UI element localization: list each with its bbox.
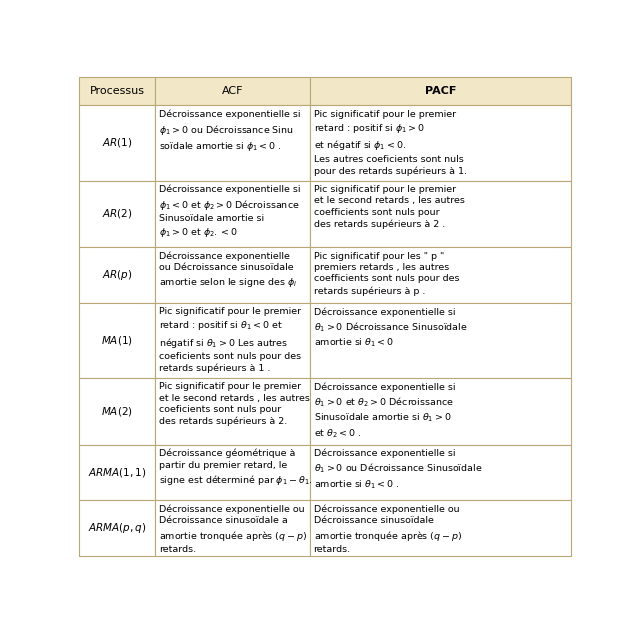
Bar [310, 303, 571, 378]
Text: Décroissance exponentielle si
$\phi_1 > 0$ ou Décroissance Sinu
soïdale amortie : Décroissance exponentielle si $\phi_1 > … [159, 110, 301, 153]
Bar [155, 378, 310, 444]
Bar [155, 105, 310, 180]
Text: Pic significatif pour le premier
et le second retards , les autres
coeficients s: Pic significatif pour le premier et le s… [159, 382, 310, 426]
Bar [310, 444, 571, 500]
Text: $AR(p)$: $AR(p)$ [102, 268, 133, 282]
Bar [79, 500, 155, 556]
Text: Décroissance exponentielle si
$\theta_1 > 0$ Décroissance Sinusoïdale
amortie si: Décroissance exponentielle si $\theta_1 … [314, 307, 467, 349]
Text: $MA(2)$: $MA(2)$ [101, 404, 133, 418]
Text: Pic significatif pour le premier
et le second retards , les autres
coefficients : Pic significatif pour le premier et le s… [314, 185, 465, 229]
Text: Décroissance exponentielle ou
Décroissance sinusoïdale a
amortie tronquée après : Décroissance exponentielle ou Décroissan… [159, 505, 307, 555]
Bar [79, 105, 155, 180]
Bar [79, 378, 155, 444]
Bar [310, 105, 571, 180]
Bar [155, 247, 310, 303]
Text: $AR(1)$: $AR(1)$ [102, 136, 133, 150]
Bar [155, 303, 310, 378]
Bar [310, 247, 571, 303]
Bar [310, 180, 571, 247]
Text: $MA(1)$: $MA(1)$ [101, 334, 133, 347]
Text: Pic significatif pour le premier
retard : positif si $\theta_1 < 0$ et
négatif s: Pic significatif pour le premier retard … [159, 307, 301, 373]
Text: $ARMA(p,q)$: $ARMA(p,q)$ [88, 521, 146, 535]
Text: Décroissance géométrique à
partir du premier retard, le
signe est déterminé par : Décroissance géométrique à partir du pre… [159, 449, 313, 487]
Text: ACF: ACF [222, 86, 243, 96]
Text: PACF: PACF [425, 86, 456, 96]
Text: $ARMA(1,1)$: $ARMA(1,1)$ [88, 466, 146, 479]
Bar [79, 303, 155, 378]
Text: Décroissance exponentielle ou
Décroissance sinusoïdale
amortie tronquée après $(: Décroissance exponentielle ou Décroissan… [314, 505, 462, 555]
Bar [310, 76, 571, 105]
Text: Pic significatif pour les " p "
premiers retards , les autres
coefficients sont : Pic significatif pour les " p " premiers… [314, 252, 459, 295]
Bar [155, 76, 310, 105]
Text: Processus: Processus [90, 86, 145, 96]
Bar [155, 500, 310, 556]
Bar [155, 444, 310, 500]
Bar [310, 378, 571, 444]
Bar [79, 76, 155, 105]
Text: Décroissance exponentielle
ou Décroissance sinusoïdale
amortie selon le signe de: Décroissance exponentielle ou Décroissan… [159, 252, 297, 289]
Text: $AR(2)$: $AR(2)$ [102, 207, 133, 220]
Bar [79, 444, 155, 500]
Text: Décroissance exponentielle si
$\theta_1 > 0$ et $\theta_2 > 0$ Décroissance
Sinu: Décroissance exponentielle si $\theta_1 … [314, 382, 455, 440]
Bar [79, 247, 155, 303]
Text: Pic significatif pour le premier
retard : positif si $\phi_1 > 0$
et négatif si : Pic significatif pour le premier retard … [314, 110, 467, 176]
Bar [310, 500, 571, 556]
Text: Décroissance exponentielle si
$\theta_1 > 0$ ou Décroissance Sinusoïdale
amortie: Décroissance exponentielle si $\theta_1 … [314, 449, 482, 491]
Text: Décroissance exponentielle si
$\phi_1 < 0$ et $\phi_2 > 0$ Décroissance
Sinusoïd: Décroissance exponentielle si $\phi_1 < … [159, 185, 301, 239]
Bar [155, 180, 310, 247]
Bar [79, 180, 155, 247]
